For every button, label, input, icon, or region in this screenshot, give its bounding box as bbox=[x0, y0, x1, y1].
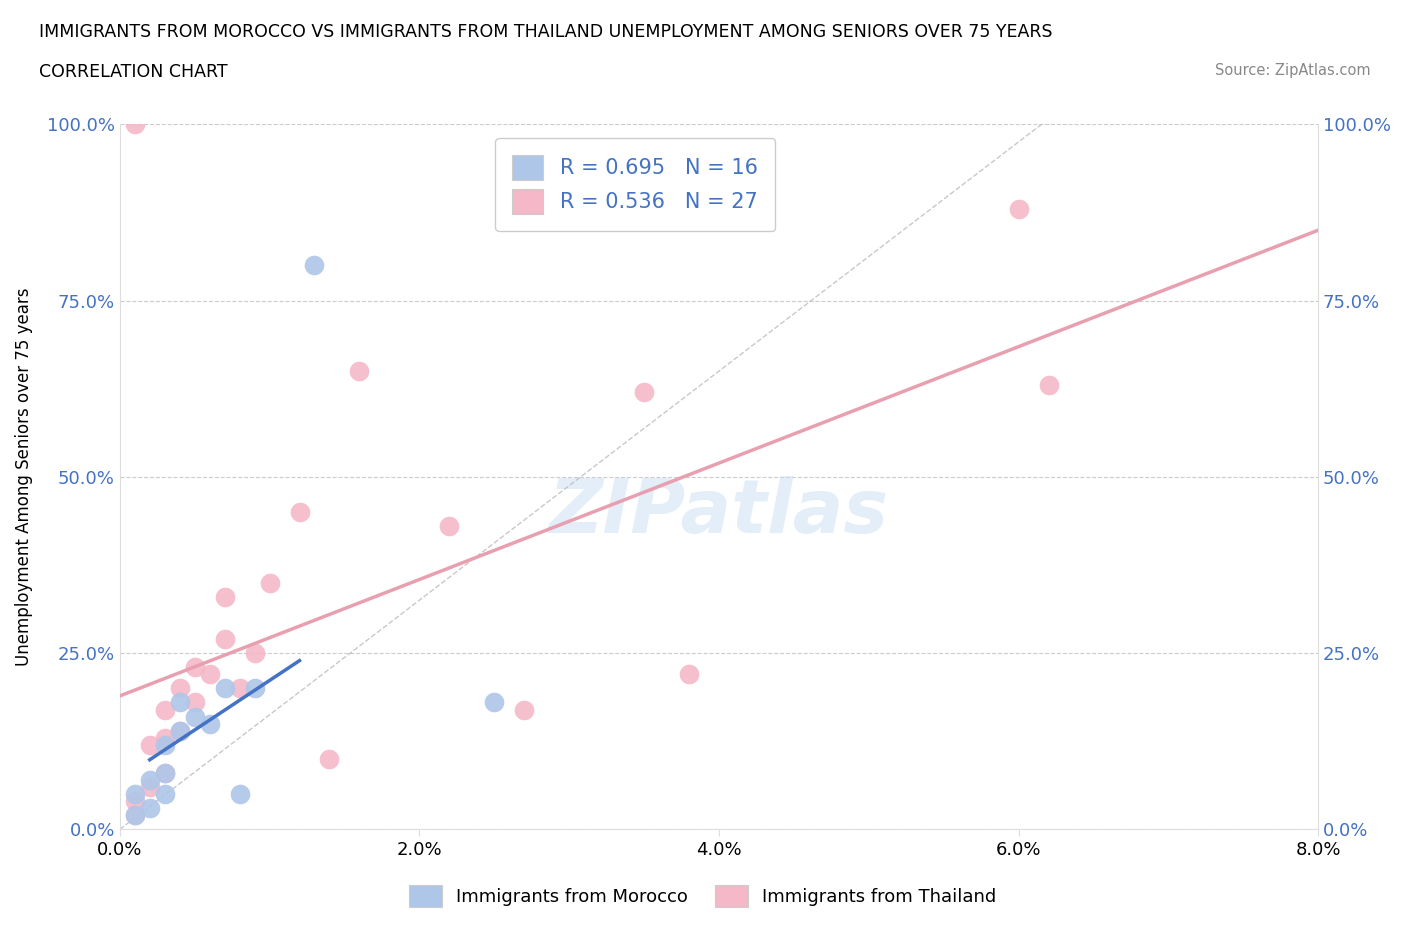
Point bbox=[633, 385, 655, 400]
Point bbox=[304, 258, 326, 272]
Point bbox=[183, 659, 205, 674]
Point bbox=[214, 681, 236, 696]
Text: ZIPatlas: ZIPatlas bbox=[548, 475, 889, 549]
Point bbox=[124, 787, 146, 802]
Point bbox=[183, 710, 205, 724]
Point bbox=[153, 787, 176, 802]
Point bbox=[153, 702, 176, 717]
Point bbox=[153, 730, 176, 745]
Point bbox=[124, 793, 146, 808]
Point bbox=[124, 808, 146, 823]
Text: IMMIGRANTS FROM MOROCCO VS IMMIGRANTS FROM THAILAND UNEMPLOYMENT AMONG SENIORS O: IMMIGRANTS FROM MOROCCO VS IMMIGRANTS FR… bbox=[39, 23, 1053, 41]
Point bbox=[243, 681, 266, 696]
Point bbox=[243, 645, 266, 660]
Point bbox=[214, 631, 236, 646]
Text: CORRELATION CHART: CORRELATION CHART bbox=[39, 63, 228, 81]
Legend: R = 0.695   N = 16, R = 0.536   N = 27: R = 0.695 N = 16, R = 0.536 N = 27 bbox=[495, 139, 775, 231]
Point bbox=[169, 724, 191, 738]
Point bbox=[169, 724, 191, 738]
Legend: Immigrants from Morocco, Immigrants from Thailand: Immigrants from Morocco, Immigrants from… bbox=[401, 876, 1005, 916]
Point bbox=[484, 695, 506, 710]
Y-axis label: Unemployment Among Seniors over 75 years: Unemployment Among Seniors over 75 years bbox=[15, 287, 32, 666]
Point bbox=[138, 801, 160, 816]
Point bbox=[183, 695, 205, 710]
Point bbox=[138, 779, 160, 794]
Point bbox=[198, 667, 221, 682]
Point bbox=[124, 808, 146, 823]
Point bbox=[1007, 202, 1029, 217]
Point bbox=[228, 681, 250, 696]
Point bbox=[439, 519, 461, 534]
Point bbox=[228, 787, 250, 802]
Point bbox=[169, 695, 191, 710]
Point bbox=[259, 575, 281, 590]
Point bbox=[138, 773, 160, 788]
Point bbox=[153, 765, 176, 780]
Point bbox=[1038, 378, 1060, 392]
Point bbox=[198, 716, 221, 731]
Point bbox=[124, 117, 146, 132]
Point bbox=[318, 751, 340, 766]
Point bbox=[169, 681, 191, 696]
Point bbox=[214, 590, 236, 604]
Point bbox=[513, 702, 536, 717]
Text: Source: ZipAtlas.com: Source: ZipAtlas.com bbox=[1215, 63, 1371, 78]
Point bbox=[138, 737, 160, 752]
Point bbox=[678, 667, 700, 682]
Point bbox=[153, 737, 176, 752]
Point bbox=[153, 765, 176, 780]
Point bbox=[349, 364, 371, 379]
Point bbox=[288, 505, 311, 520]
